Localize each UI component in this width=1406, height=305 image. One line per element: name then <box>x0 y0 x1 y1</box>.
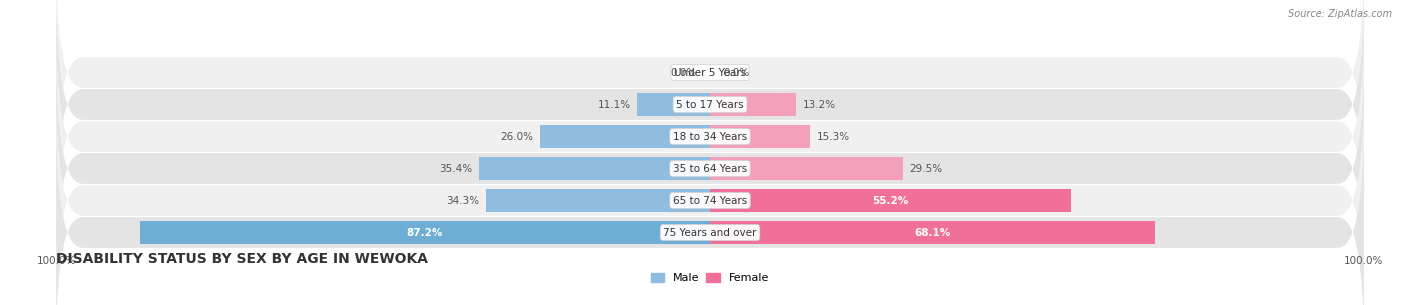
Text: 26.0%: 26.0% <box>501 131 533 142</box>
Text: 11.1%: 11.1% <box>598 99 631 109</box>
Text: 0.0%: 0.0% <box>671 67 697 77</box>
Text: 65 to 74 Years: 65 to 74 Years <box>673 196 747 206</box>
Bar <box>710 189 1071 212</box>
Bar <box>710 125 810 148</box>
Text: 75 Years and over: 75 Years and over <box>664 228 756 238</box>
Text: Under 5 Years: Under 5 Years <box>673 67 747 77</box>
FancyBboxPatch shape <box>56 56 1364 281</box>
FancyBboxPatch shape <box>56 24 1364 249</box>
Bar <box>540 125 710 148</box>
Bar <box>478 157 710 180</box>
Bar <box>710 221 1156 244</box>
Text: 35 to 64 Years: 35 to 64 Years <box>673 163 747 174</box>
Text: DISABILITY STATUS BY SEX BY AGE IN WEWOKA: DISABILITY STATUS BY SEX BY AGE IN WEWOK… <box>56 252 429 266</box>
Bar <box>710 157 903 180</box>
Text: 35.4%: 35.4% <box>439 163 472 174</box>
Bar <box>637 93 710 116</box>
FancyBboxPatch shape <box>56 0 1364 217</box>
Text: 13.2%: 13.2% <box>803 99 837 109</box>
Text: 5 to 17 Years: 5 to 17 Years <box>676 99 744 109</box>
Text: 68.1%: 68.1% <box>914 228 950 238</box>
Bar <box>710 93 796 116</box>
FancyBboxPatch shape <box>56 88 1364 305</box>
Text: 55.2%: 55.2% <box>872 196 908 206</box>
Text: 0.0%: 0.0% <box>723 67 749 77</box>
Bar <box>486 189 710 212</box>
Legend: Male, Female: Male, Female <box>647 268 773 288</box>
Text: 18 to 34 Years: 18 to 34 Years <box>673 131 747 142</box>
Bar <box>141 221 710 244</box>
Text: 15.3%: 15.3% <box>817 131 849 142</box>
Text: 34.3%: 34.3% <box>446 196 479 206</box>
Text: 87.2%: 87.2% <box>406 228 443 238</box>
Text: Source: ZipAtlas.com: Source: ZipAtlas.com <box>1288 9 1392 19</box>
FancyBboxPatch shape <box>56 120 1364 305</box>
FancyBboxPatch shape <box>56 0 1364 185</box>
Text: 29.5%: 29.5% <box>910 163 942 174</box>
